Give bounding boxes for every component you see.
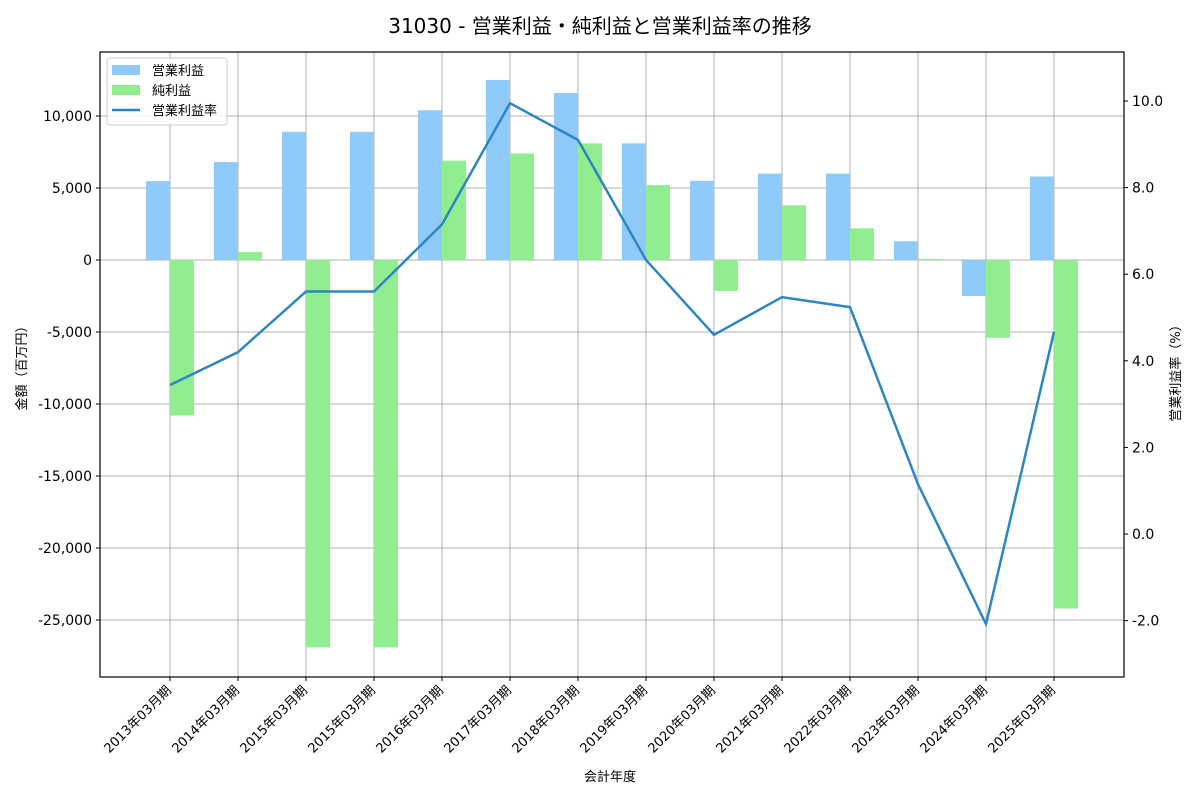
bars bbox=[146, 80, 1078, 648]
svg-text:2017年03月期: 2017年03月期 bbox=[442, 683, 515, 756]
svg-text:4.0: 4.0 bbox=[1132, 354, 1154, 370]
svg-text:2019年03月期: 2019年03月期 bbox=[578, 683, 651, 756]
svg-text:-5,000: -5,000 bbox=[47, 325, 92, 341]
right-axis: -2.0 0.0 2.0 4.0 6.0 8.0 10.0 bbox=[1124, 94, 1163, 630]
bar-net-income bbox=[782, 205, 806, 260]
svg-text:2023年03月期: 2023年03月期 bbox=[850, 683, 923, 756]
bar-operating-income bbox=[826, 173, 850, 260]
left-axis: -25,000 -20,000 -15,000 -10,000 -5,000 0 5,000… bbox=[38, 109, 100, 629]
x-axis-label: 会計年度 bbox=[584, 769, 636, 785]
bar-operating-income bbox=[894, 241, 918, 260]
svg-text:2014年03月期: 2014年03月期 bbox=[170, 683, 243, 756]
legend-label: 営業利益 bbox=[152, 63, 204, 79]
svg-text:5,000: 5,000 bbox=[52, 181, 92, 197]
bar-operating-income bbox=[214, 162, 238, 260]
x-axis: 2013年03月期2014年03月期2015年03月期2015年03月期2016… bbox=[102, 677, 1059, 757]
svg-text:2020年03月期: 2020年03月期 bbox=[646, 683, 719, 756]
svg-text:2013年03月期: 2013年03月期 bbox=[102, 683, 175, 756]
bar-operating-income bbox=[1030, 176, 1054, 260]
svg-text:8.0: 8.0 bbox=[1132, 181, 1154, 197]
bar-net-income bbox=[374, 260, 398, 648]
bar-operating-income bbox=[282, 131, 306, 260]
svg-text:-2.0: -2.0 bbox=[1132, 614, 1159, 630]
svg-text:-20,000: -20,000 bbox=[38, 541, 92, 557]
svg-text:2016年03月期: 2016年03月期 bbox=[374, 683, 447, 756]
svg-text:2024年03月期: 2024年03月期 bbox=[918, 683, 991, 756]
svg-text:-15,000: -15,000 bbox=[38, 469, 92, 485]
bar-net-income bbox=[646, 185, 670, 260]
svg-text:10,000: 10,000 bbox=[43, 109, 92, 125]
svg-text:2025年03月期: 2025年03月期 bbox=[986, 683, 1059, 756]
svg-text:6.0: 6.0 bbox=[1132, 267, 1154, 283]
svg-text:2015年03月期: 2015年03月期 bbox=[238, 683, 311, 756]
bar-net-income bbox=[510, 153, 534, 260]
svg-text:2021年03月期: 2021年03月期 bbox=[714, 683, 787, 756]
bar-net-income bbox=[986, 260, 1010, 338]
bar-net-income bbox=[850, 228, 874, 260]
bar-operating-income bbox=[554, 92, 578, 261]
svg-text:-10,000: -10,000 bbox=[38, 397, 92, 413]
bar-operating-income bbox=[962, 260, 986, 296]
legend-label: 営業利益率 bbox=[152, 103, 217, 119]
bar-operating-income bbox=[350, 131, 374, 260]
svg-text:2018年03月期: 2018年03月期 bbox=[510, 683, 583, 756]
bar-operating-income bbox=[758, 173, 782, 260]
chart-title: 31030 - 営業利益・純利益と営業利益率の推移 bbox=[388, 14, 812, 38]
bar-operating-income bbox=[146, 181, 170, 260]
svg-text:2.0: 2.0 bbox=[1132, 440, 1154, 456]
bar-net-income bbox=[238, 252, 262, 260]
legend-label: 純利益 bbox=[152, 84, 191, 99]
bar-operating-income bbox=[622, 143, 646, 260]
bar-net-income bbox=[442, 160, 466, 260]
legend-swatch bbox=[112, 85, 140, 95]
bar-net-income bbox=[170, 260, 194, 416]
bar-net-income bbox=[306, 260, 330, 648]
svg-text:0.0: 0.0 bbox=[1132, 527, 1154, 543]
svg-text:10.0: 10.0 bbox=[1132, 94, 1163, 110]
line-operating-margin bbox=[169, 101, 1056, 628]
svg-text:2022年03月期: 2022年03月期 bbox=[782, 683, 855, 756]
bar-net-income bbox=[1054, 260, 1078, 609]
y2-axis-label: 営業利益率（%） bbox=[1168, 318, 1184, 421]
legend-swatch bbox=[112, 65, 140, 75]
svg-text:2015年03月期: 2015年03月期 bbox=[306, 683, 379, 756]
bar-net-income bbox=[714, 260, 738, 291]
bar-operating-income bbox=[486, 80, 510, 260]
y-axis-label: 金額（百万円） bbox=[14, 319, 30, 410]
svg-text:0: 0 bbox=[83, 253, 92, 269]
plot-frame bbox=[99, 51, 1125, 678]
svg-text:-25,000: -25,000 bbox=[38, 613, 92, 629]
bar-net-income bbox=[918, 258, 942, 260]
gridlines bbox=[100, 52, 1124, 677]
bar-operating-income bbox=[690, 180, 714, 260]
